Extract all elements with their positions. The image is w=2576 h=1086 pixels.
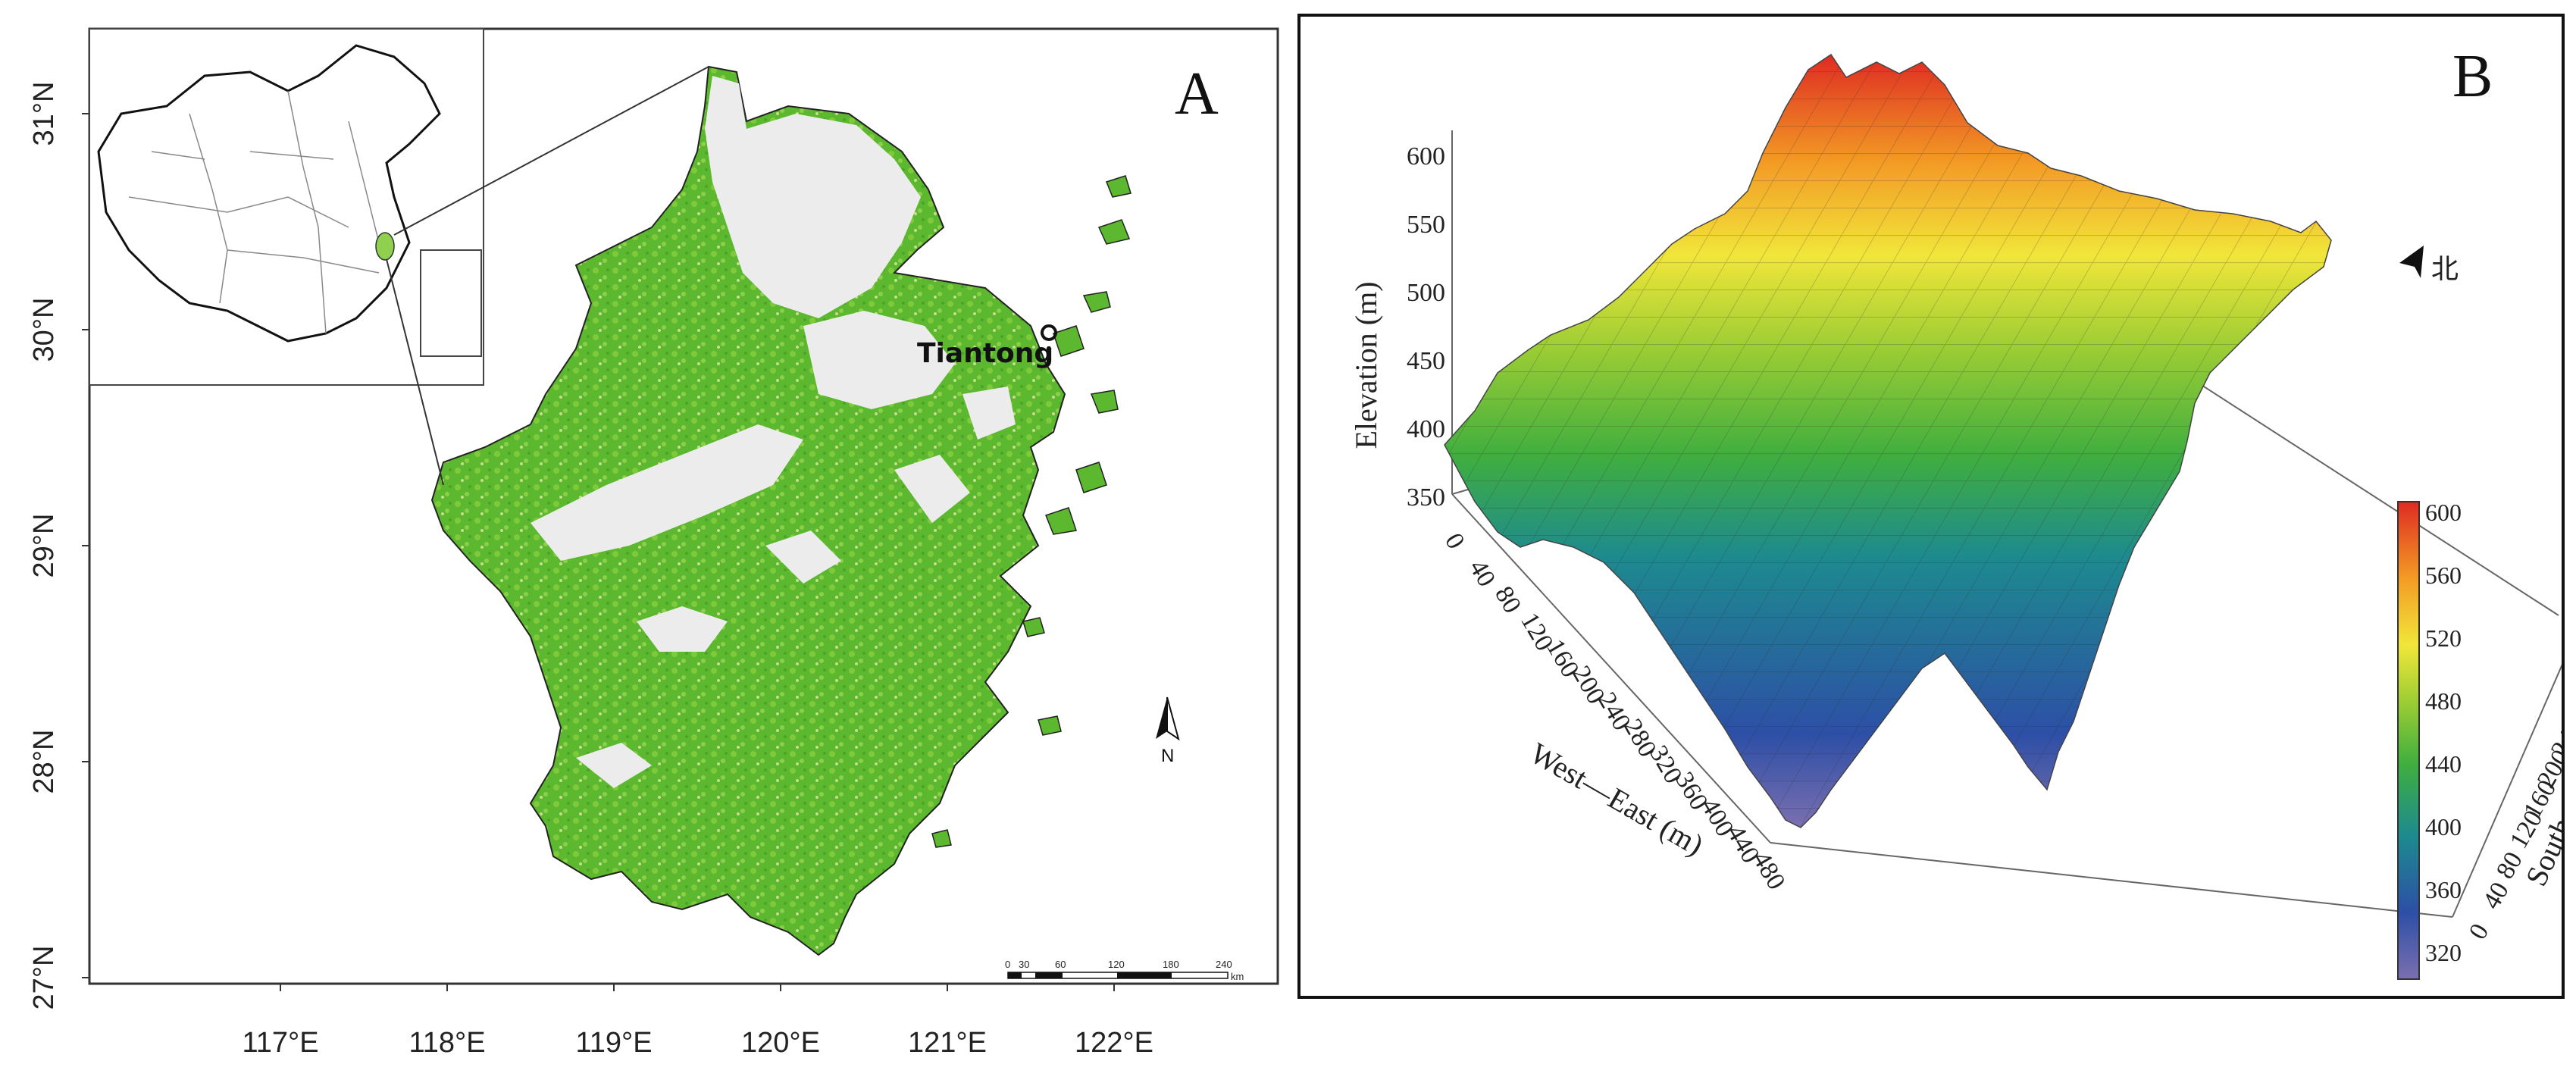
- lon-tick: 119°E: [575, 1027, 652, 1059]
- lat-tick: 27°N: [28, 946, 60, 1010]
- elevation-tick: 550: [1407, 211, 1445, 239]
- north-label: N: [1161, 746, 1174, 766]
- scale-unit: km: [1231, 971, 1244, 982]
- colorbar-tick: 560: [2425, 562, 2462, 589]
- elevation-tick: 600: [1407, 142, 1445, 171]
- scale-tick: 240: [1216, 959, 1232, 970]
- longitude-axis: 117°E 118°E 119°E 120°E 121°E 122°E: [242, 984, 1153, 1059]
- elevation-axis-title: Elevation (m): [1349, 281, 1383, 449]
- panel-b-svg: B 北 350 400 450 500 550 600 Elevation (m…: [1349, 43, 2562, 944]
- colorbar-tick: 400: [2425, 813, 2462, 840]
- panel-a-svg: Tiantong N 0 30 60 120 180 240 km A 31°N…: [28, 27, 1279, 1059]
- china-outline: [97, 44, 441, 343]
- north-arrow-icon: [2399, 246, 2424, 278]
- zhejiang-province: [430, 65, 1066, 956]
- tiantong-label: Tiantong: [917, 338, 1053, 369]
- panel-b-letter: B: [2452, 43, 2493, 110]
- elevation-tick: 450: [1407, 347, 1445, 375]
- scale-tick: 30: [1019, 959, 1029, 970]
- surface-mesh: [1445, 55, 2331, 828]
- lon-tick: 117°E: [242, 1027, 318, 1059]
- colorbar-tick: 600: [2425, 499, 2462, 526]
- colorbar-tick: 520: [2425, 624, 2462, 652]
- scale-tick: 120: [1108, 959, 1125, 970]
- lon-tick: 120°E: [741, 1027, 820, 1059]
- colorbar-tick: 440: [2425, 750, 2462, 778]
- lat-tick: 29°N: [28, 514, 60, 578]
- south-china-sea-inset: [420, 249, 482, 357]
- panel-a-letter: A: [1175, 61, 1219, 127]
- north-arrow-icon: [1156, 696, 1180, 741]
- location-pin-icon: [1041, 324, 1057, 361]
- elevation-tick: 350: [1407, 484, 1445, 512]
- colorbar-svg: 320 360 400 440 480 520 560 600: [2397, 499, 2462, 980]
- lat-tick: 30°N: [28, 298, 60, 362]
- panel-a-map: Tiantong N 0 30 60 120 180 240 km A 31°N…: [28, 27, 1279, 1059]
- elevation-tick: 500: [1407, 279, 1445, 307]
- non-forest-areas: [531, 76, 1016, 788]
- latitude-axis: 31°N 30°N 29°N 28°N 27°N: [28, 82, 89, 1010]
- zoom-line-bottom: [386, 258, 444, 486]
- lat-tick: 28°N: [28, 730, 60, 794]
- scale-tick: 60: [1055, 959, 1066, 970]
- scale-tick: 0: [1005, 959, 1010, 970]
- colorbar-tick: 320: [2425, 939, 2462, 966]
- colorbar-tick: 480: [2425, 687, 2462, 715]
- colorbar: [2397, 501, 2420, 980]
- panel-b-elevation-plot: B 北 350 400 450 500 550 600 Elevation (m…: [1297, 14, 2565, 999]
- zoom-line-top: [393, 66, 709, 236]
- scale-bar: 0 30 60 120 180 240 km: [1005, 959, 1244, 982]
- lon-tick: 122°E: [1075, 1027, 1153, 1059]
- colorbar-tick: 360: [2425, 876, 2462, 903]
- north-label-cn: 北: [2431, 254, 2459, 285]
- lon-tick: 118°E: [408, 1027, 485, 1059]
- elevation-axis: 350 400 450 500 550 600 Elevation (m): [1349, 142, 1445, 512]
- colorbar-ticks: 320 360 400 440 480 520 560 600: [2425, 499, 2462, 966]
- elevation-tick: 400: [1407, 415, 1445, 443]
- coastal-islands: [931, 175, 1131, 848]
- scale-tick: 180: [1163, 959, 1179, 970]
- china-province-borders: [128, 90, 380, 334]
- lon-tick: 121°E: [908, 1027, 987, 1059]
- lat-tick: 31°N: [28, 82, 60, 146]
- zhejiang-location-marker: [375, 232, 395, 261]
